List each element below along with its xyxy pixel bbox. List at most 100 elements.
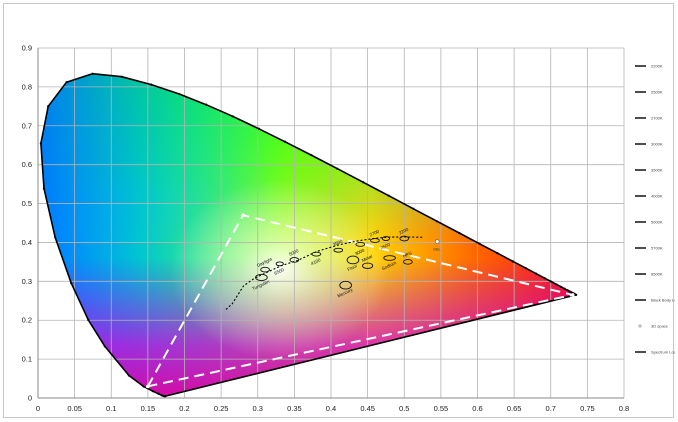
legend-entry: 5700K (651, 246, 663, 251)
ellipse-label: Mercury (337, 287, 355, 299)
spectral-locus-point (496, 252, 499, 255)
legend-entry: 5000K (651, 220, 663, 225)
spectral-locus-point (127, 374, 131, 377)
gamut-vertex (241, 213, 245, 218)
bbl-marker-label: BBL (433, 247, 441, 252)
macadam-ellipse (383, 255, 396, 261)
y-tick-label: 0 (28, 394, 32, 403)
bbl-marker (434, 239, 440, 244)
spectral-locus-point (568, 290, 571, 293)
ellipse-label: 3000 (354, 247, 366, 256)
macadam-ellipse (399, 235, 410, 242)
spectral-locus-point (120, 75, 123, 78)
spectral-locus-point (87, 318, 90, 322)
spectral-locus-point (362, 181, 365, 184)
x-tick-label: 0.25 (214, 404, 229, 413)
spectral-locus-point (511, 260, 514, 263)
y-tick-label: 0.7 (22, 121, 32, 130)
macadam-ellipse (260, 266, 270, 273)
spectral-locus-point (91, 72, 94, 75)
legend-entry: 2500K (651, 90, 663, 95)
spectral-locus-point (336, 167, 339, 170)
spectral-locus-point (103, 345, 106, 348)
ellipse-label: Fluor (347, 263, 359, 272)
spectral-locus-point (257, 127, 261, 130)
y-tick-label: 0.9 (22, 44, 32, 53)
ellipse-label: 4100 (310, 257, 322, 266)
y-tick-label: 0.1 (22, 355, 32, 364)
x-tick-label: 0.4 (326, 404, 336, 413)
spectral-locus (39, 72, 578, 398)
spectral-locus-point (47, 105, 50, 108)
gamut-vertex (146, 384, 150, 389)
spectral-locus-point (205, 103, 208, 106)
spectral-locus-point (42, 187, 46, 190)
ellipse-label: 5000 (288, 248, 300, 257)
spectral-locus-point (458, 231, 461, 235)
macadam-ellipse (403, 259, 413, 265)
ellipse-label: 2700 (369, 229, 381, 238)
spectral-locus-line (40, 72, 577, 397)
gamut-triangle-line (145, 214, 573, 388)
macadam-ellipse (255, 273, 268, 282)
ellipse-label: 2200 (398, 227, 410, 236)
x-tick-label: 0 (36, 404, 40, 413)
spectral-locus-point (178, 92, 181, 96)
macadam-ellipse (355, 241, 366, 247)
legend-entry: 3500K (651, 168, 663, 173)
ellipse-label: 6500 (273, 267, 285, 276)
spectral-locus-point (160, 394, 163, 397)
macadam-ellipse (275, 261, 284, 267)
x-tick-label: 0.75 (580, 404, 595, 413)
axes: 0 0.05 0.1 0.15 0.2 0.25 0.3 0.35 0.4 0.45 0.5 0.55… (22, 44, 630, 414)
gamut-color-fill (40, 73, 577, 397)
spectral-locus-point (524, 267, 527, 270)
spectral-locus-point (543, 277, 546, 280)
x-tick-label: 0.35 (287, 404, 302, 413)
legend-entry: 3000K (651, 142, 663, 147)
x-tick-label: 0.6 (472, 404, 482, 413)
x-tick-label: 0.5 (399, 404, 409, 413)
x-tick-label: 0.55 (434, 404, 449, 413)
spectral-locus-point (478, 242, 481, 245)
spectral-locus-point (65, 81, 68, 84)
x-tick-label: 0.8 (619, 404, 629, 413)
macadam-ellipse (381, 236, 391, 241)
gamut-vertex (570, 293, 575, 297)
spectral-locus-point (387, 194, 390, 197)
legend-entry: Black Body Locus (651, 298, 675, 303)
spectral-locus-point (39, 142, 42, 145)
x-tick-label: 0.3 (253, 404, 263, 413)
macadam-ellipse (311, 251, 322, 257)
spectral-locus-point (550, 280, 553, 283)
x-tick-label: 0.2 (179, 404, 189, 413)
y-tick-label: 0.4 (22, 238, 32, 247)
legend-entry: 2700K (651, 116, 663, 121)
ellipse-label: 3500 (332, 238, 344, 247)
black-body-locus-line (225, 236, 424, 310)
legend-entry: 6500K (651, 272, 663, 277)
spectral-locus-point (151, 390, 154, 393)
y-tick-label: 0.2 (22, 316, 32, 325)
x-tick-label: 0.05 (67, 404, 82, 413)
ellipse-label: Sodium (381, 260, 397, 271)
macadam-ellipse (362, 262, 374, 269)
spectral-locus-point (70, 282, 73, 285)
x-tick-label: 0.1 (106, 404, 116, 413)
ellipse-label: Metal (361, 254, 373, 263)
y-tick-label: 0.6 (22, 160, 32, 169)
macadam-ellipse (339, 280, 352, 290)
x-tick-label: 0.45 (360, 404, 375, 413)
spectral-locus-point (555, 283, 558, 286)
spectral-locus-point (283, 140, 287, 143)
legend-entry: 4000K (651, 194, 663, 199)
spectral-locus-point (535, 272, 538, 275)
spectral-locus-point (231, 115, 234, 118)
spectral-locus-point (157, 392, 160, 395)
legend-entry: Spectrum Locus (CIE 1931) (651, 350, 675, 355)
spectral-locus-point (54, 236, 57, 239)
spectral-locus-point (435, 220, 439, 223)
legend-marker (638, 324, 642, 328)
y-tick-label: 0.3 (22, 277, 32, 286)
legend-entry: 3D space (651, 324, 669, 329)
